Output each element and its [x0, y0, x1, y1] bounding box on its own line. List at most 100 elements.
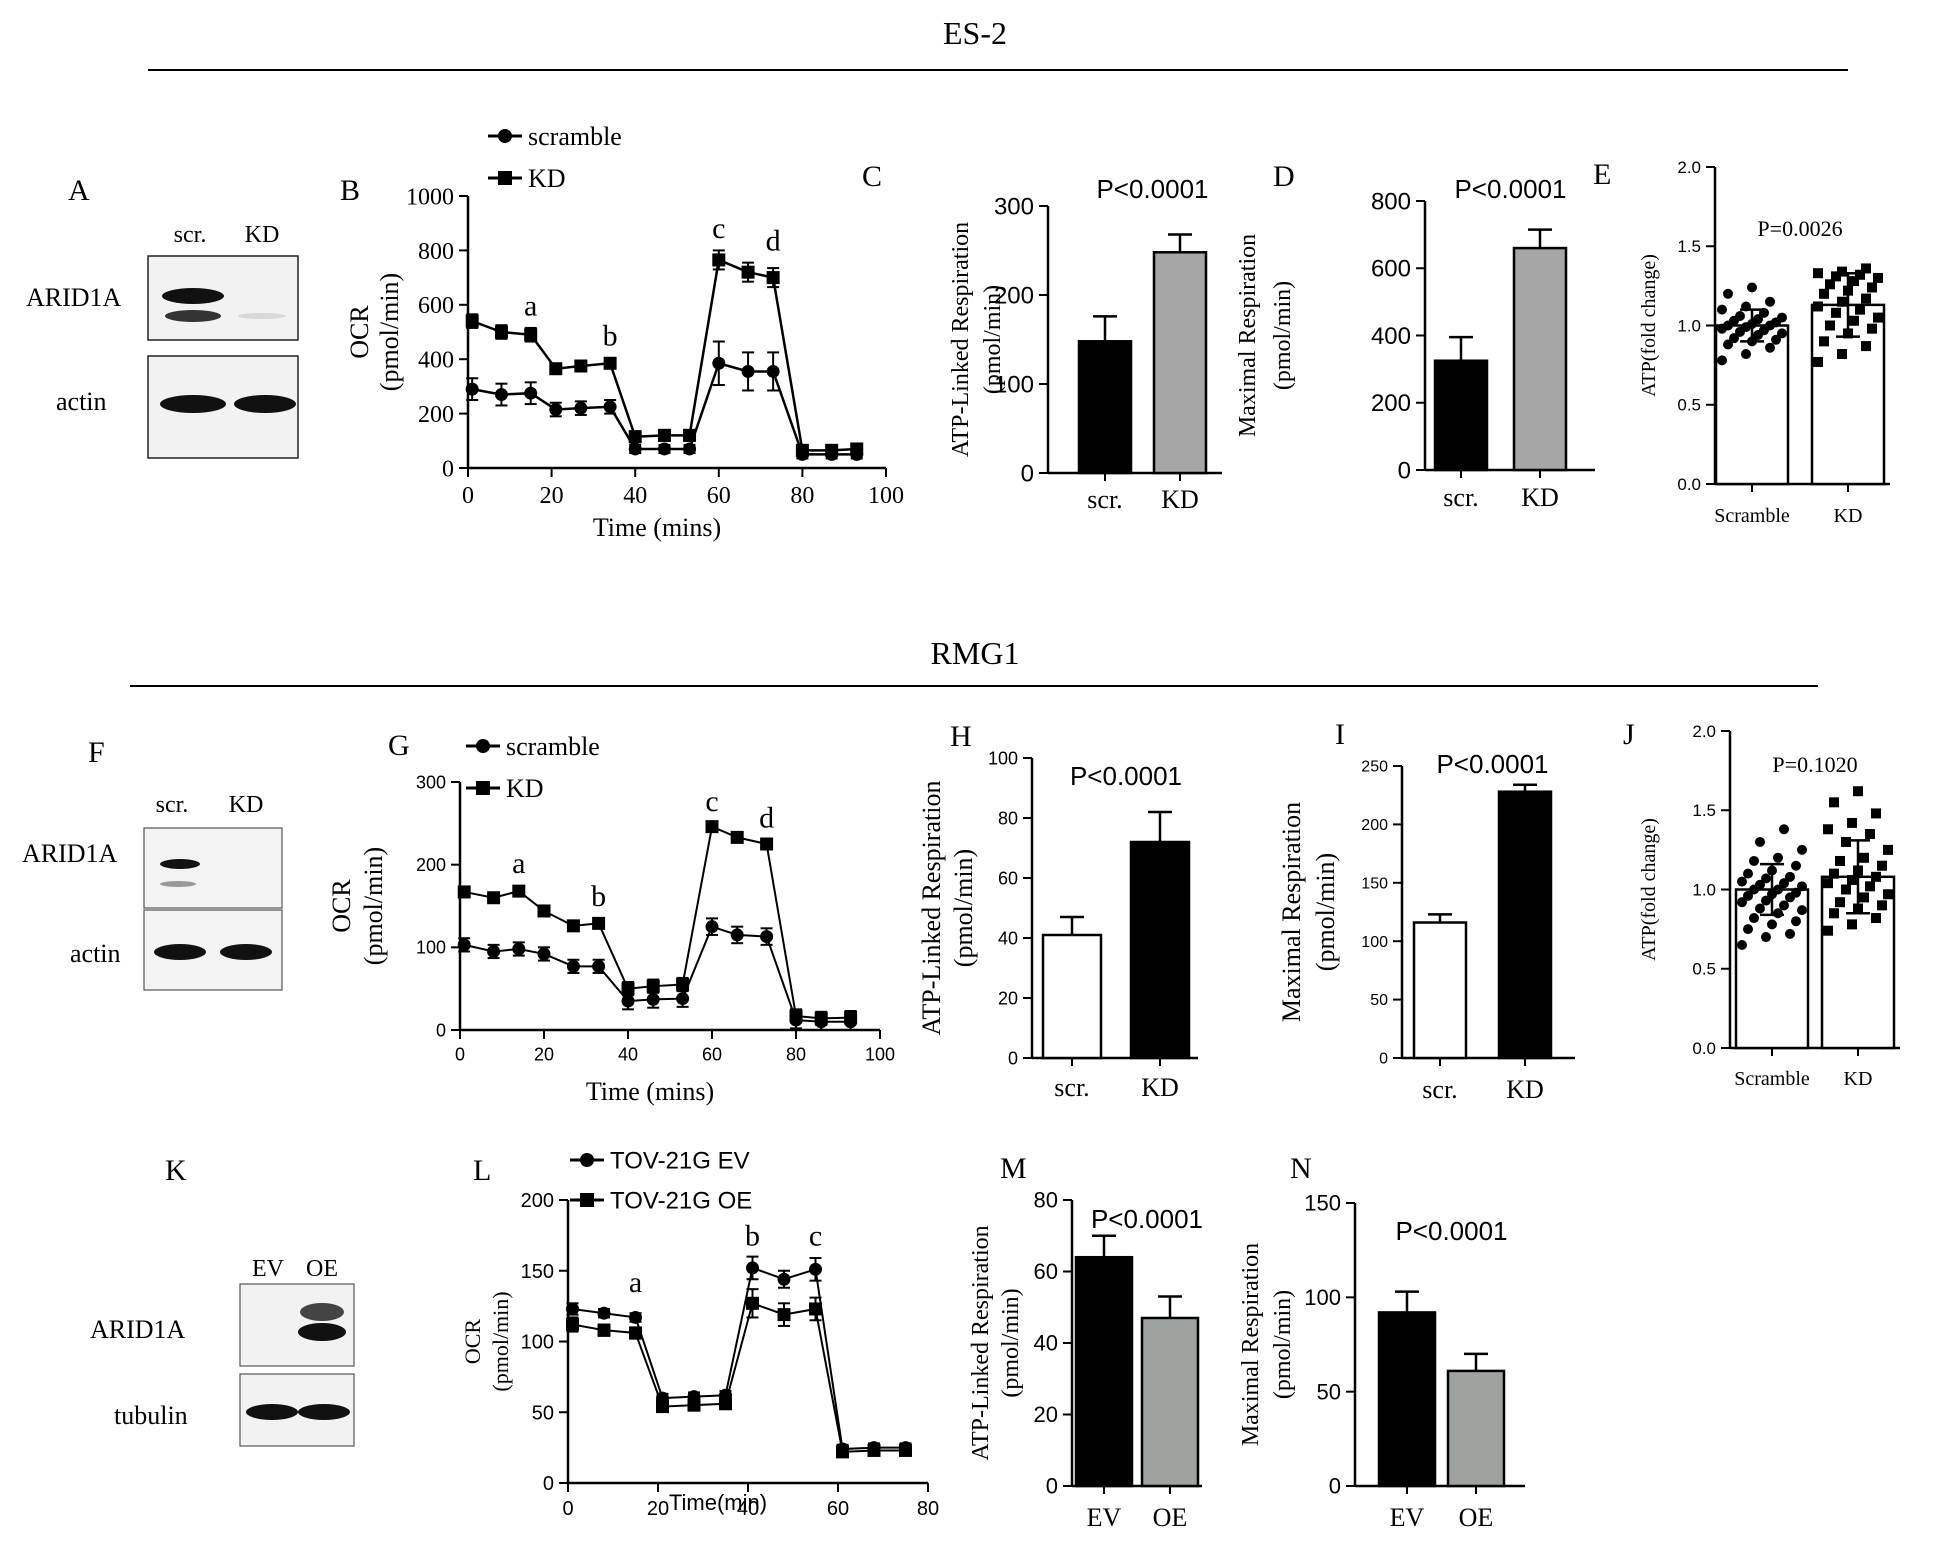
data-point: [1843, 285, 1853, 296]
data-point: [1823, 925, 1833, 936]
data-point: [1755, 836, 1765, 847]
bar: [1446, 1369, 1506, 1488]
bar: [1074, 1255, 1134, 1488]
x-tick-label: KD: [1844, 1068, 1873, 1090]
bar: [1140, 1316, 1200, 1488]
blot-a-band-arid1a-scr-1: [162, 288, 224, 304]
data-point: [566, 919, 580, 933]
data-point: [1849, 276, 1859, 287]
data-point: [537, 904, 551, 918]
x-tick-label: OE: [1153, 1503, 1188, 1532]
blot-panel-a: scr. KD ARID1A actin: [26, 222, 299, 459]
y-tick-label: 0.5: [1677, 396, 1701, 415]
blot-f-band-arid1a-scr-2: [160, 881, 196, 887]
data-point: [1877, 860, 1887, 871]
data-point: [1861, 341, 1871, 352]
data-point: [494, 325, 508, 339]
x-tick-label: 20: [534, 1044, 554, 1064]
data-point: [621, 982, 635, 996]
data-point: [1837, 266, 1847, 277]
data-point: [1735, 310, 1745, 321]
data-point: [1819, 288, 1829, 299]
data-point: [1853, 865, 1863, 876]
y-tick-label: 100: [1304, 1285, 1341, 1310]
blot-f-row-actin: actin: [70, 939, 121, 968]
data-point: [1771, 334, 1781, 345]
y-tick-label: 150: [1361, 875, 1388, 892]
bar-chart-i: 0 50 100 150 200 250 Maximal Respiration (pmol/…: [1277, 749, 1575, 1104]
y-axis-label: ATP-Linked Respiration: [948, 222, 974, 457]
y-tick-label: 200: [1371, 390, 1411, 417]
y-tick-label: 300: [416, 772, 446, 792]
blot-f-lane-scr: scr.: [156, 792, 189, 818]
y-tick-label: 200: [1361, 817, 1388, 834]
section-title-es2: ES-2: [943, 15, 1007, 51]
data-point: [1849, 315, 1859, 326]
y-tick-label: 1.0: [1677, 316, 1701, 335]
legend-label: KD: [528, 164, 566, 193]
y-tick-label: 600: [1371, 256, 1411, 283]
data-point: [683, 442, 697, 456]
data-point: [1791, 887, 1801, 898]
y-tick-label: 0: [1008, 1048, 1018, 1068]
data-point: [512, 942, 526, 956]
y-tick-label: 150: [521, 1261, 554, 1283]
data-point: [730, 830, 744, 844]
data-point: [1773, 884, 1783, 895]
data-point: [1877, 900, 1887, 911]
data-point: [1829, 797, 1839, 808]
y-tick-label: 50: [532, 1402, 554, 1424]
x-tick-label: 0: [462, 483, 474, 509]
data-point: [603, 356, 617, 370]
legend-label: scramble: [528, 122, 622, 151]
data-point: [1767, 919, 1777, 930]
x-tick-label: 40: [737, 1498, 759, 1520]
y-axis-label-units: (pmol/min): [1270, 281, 1296, 390]
y-axis-label: ATP(fold change): [1638, 818, 1660, 961]
blot-a-band-arid1a-kd: [238, 313, 286, 319]
x-tick-label: 40: [618, 1044, 638, 1064]
bar: [1041, 933, 1103, 1060]
data-point: [809, 1262, 822, 1276]
blot-a-row-arid1a: ARID1A: [26, 283, 122, 312]
blot-k-band-arid1a-oe-1: [300, 1303, 344, 1321]
data-point: [1755, 903, 1765, 914]
data-point: [705, 820, 719, 834]
data-point: [1759, 307, 1769, 318]
data-point: [656, 1400, 669, 1414]
x-tick-label: scr.: [1422, 1075, 1457, 1104]
data-point: [494, 388, 508, 402]
x-axis-label: Time (mins): [586, 1077, 714, 1106]
data-point: [1825, 279, 1835, 290]
blot-panel-f: scr. KD ARID1A actin: [22, 792, 283, 991]
y-axis-label: OCR: [345, 305, 374, 359]
data-point: [836, 1445, 849, 1459]
data-point: [1823, 878, 1833, 889]
y-tick-label: 300: [994, 193, 1034, 220]
x-tick-label: EV: [1390, 1503, 1425, 1532]
x-tick-label: 80: [917, 1498, 939, 1520]
blot-a-lane-scr: scr.: [174, 222, 207, 248]
data-point: [1729, 333, 1739, 344]
data-point: [1837, 349, 1847, 360]
data-point: [1753, 314, 1763, 325]
data-point: [1829, 868, 1839, 879]
y-tick-label: 100: [988, 748, 1018, 768]
y-axis-label-units: (pmol/min): [980, 285, 1006, 394]
data-point: [1841, 884, 1851, 895]
y-tick-label: 0: [436, 1020, 446, 1040]
y-tick-label: 2.0: [1677, 158, 1701, 177]
data-point: [1843, 328, 1853, 339]
panel-letter-c: C: [862, 160, 882, 193]
data-point: [1883, 889, 1893, 900]
data-point: [628, 442, 642, 456]
data-point: [1777, 312, 1787, 323]
data-point: [1867, 282, 1877, 293]
blot-f-lane-kd: KD: [229, 792, 264, 818]
data-point: [795, 443, 809, 457]
data-point: [1767, 865, 1777, 876]
legend-marker: [498, 129, 512, 143]
data-point: [657, 442, 671, 456]
panel-letter-b: B: [340, 174, 360, 207]
